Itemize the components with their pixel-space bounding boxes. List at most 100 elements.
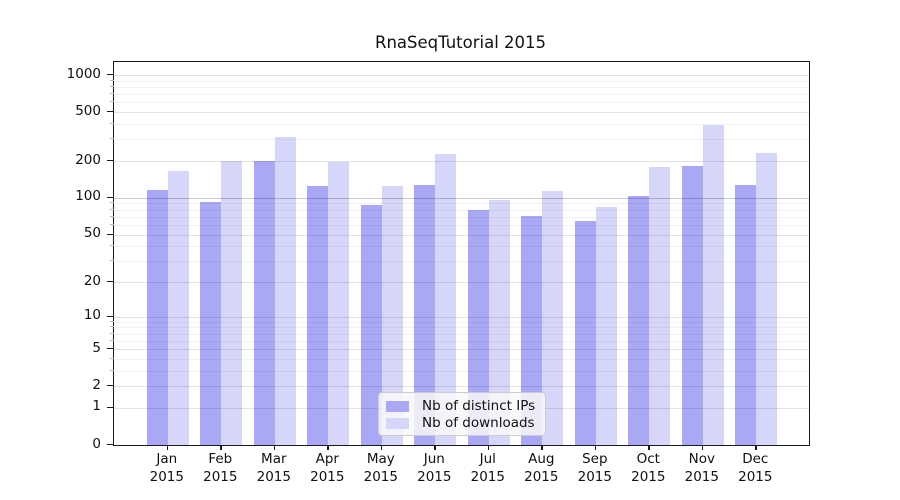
legend-swatch-distinct-ips [386, 400, 409, 412]
x-tick-label: Sep 2015 [577, 451, 612, 485]
y-axis-minor-tick [110, 138, 114, 140]
y-axis-tick [106, 196, 114, 199]
gridline-minor [114, 203, 809, 205]
y-tick-label: 20 [83, 272, 101, 289]
gridline-minor [114, 80, 809, 82]
gridline-major [114, 197, 809, 199]
gridline-minor [114, 321, 809, 323]
x-axis-tick [701, 445, 704, 450]
legend-label-distinct-ips: Nb of distinct IPs [422, 398, 536, 414]
x-axis-tick [166, 445, 169, 450]
y-axis-minor-tick [110, 320, 114, 322]
legend-item-distinct-ips: Nb of distinct IPs [386, 398, 536, 414]
gridline-minor [114, 139, 809, 141]
gridline-major [114, 316, 809, 318]
x-tick-label: May 2015 [363, 451, 398, 485]
bar-distinct-ips-aug [521, 216, 543, 445]
bar-distinct-ips-jun [414, 184, 436, 445]
y-tick-label: 10 [83, 307, 101, 324]
bar-downloads-sep [595, 207, 617, 445]
y-axis-minor-tick [110, 101, 114, 103]
bar-downloads-feb [221, 161, 243, 445]
gridline-minor [114, 333, 809, 335]
x-tick-label: Feb 2015 [203, 451, 238, 485]
gridline-minor [114, 327, 809, 329]
y-tick-label: 500 [75, 102, 101, 119]
gridline-minor [114, 216, 809, 218]
y-tick-label: 0 [92, 435, 101, 452]
y-axis-minor-tick [110, 245, 114, 247]
y-axis-tick [106, 111, 114, 113]
gridline-major [114, 234, 809, 236]
bar-downloads-jun [435, 153, 457, 445]
gridline-minor [114, 261, 809, 263]
y-axis-minor-tick [110, 79, 114, 81]
y-axis-tick [106, 233, 114, 235]
bar-distinct-ips-dec [735, 184, 757, 445]
bar-distinct-ips-oct [628, 195, 650, 445]
bar-distinct-ips-sep [574, 220, 596, 445]
y-axis-minor-tick [110, 223, 114, 225]
bar-downloads-may [381, 186, 403, 445]
y-axis-minor-tick [110, 260, 114, 262]
bar-downloads-apr [328, 161, 350, 445]
x-tick-label: Apr 2015 [310, 451, 345, 485]
bar-distinct-ips-jul [467, 210, 489, 445]
legend: Nb of distinct IPs Nb of downloads [378, 392, 546, 436]
x-axis-tick [380, 445, 383, 450]
x-axis-tick [487, 445, 490, 450]
x-tick-label: Jan 2015 [149, 451, 184, 485]
y-axis-tick [106, 315, 114, 317]
bar-downloads-mar [274, 137, 296, 445]
gridline-minor [114, 246, 809, 248]
y-tick-label: 1 [92, 398, 101, 415]
bar-downloads-oct [649, 166, 671, 445]
bar-downloads-nov [702, 125, 724, 445]
y-axis-tick [106, 74, 114, 76]
gridline-major [114, 75, 809, 76]
bar-distinct-ips-jan [146, 189, 168, 445]
bar-downloads-dec [756, 152, 778, 445]
gridline-major [114, 349, 809, 351]
y-axis-minor-tick [110, 326, 114, 328]
x-tick-label: Oct 2015 [631, 451, 666, 485]
y-axis-minor-tick [110, 215, 114, 217]
x-tick-label: Mar 2015 [256, 451, 291, 485]
x-axis-tick [273, 445, 276, 450]
gridline-minor [114, 358, 809, 360]
y-axis-tick [106, 406, 114, 409]
x-axis-tick [648, 445, 650, 450]
gridline-minor [114, 224, 809, 226]
x-tick-label: Dec 2015 [738, 451, 773, 485]
x-tick-label: Jul 2015 [470, 451, 505, 485]
bar-downloads-aug [542, 191, 564, 445]
y-tick-label: 2 [92, 376, 101, 393]
y-axis-minor-tick [110, 208, 114, 210]
y-axis-tick [106, 444, 114, 446]
gridline-minor [114, 340, 809, 342]
y-axis-minor-tick [110, 93, 114, 95]
y-axis-minor-tick [110, 332, 114, 334]
y-axis-minor-tick [110, 123, 114, 124]
gridline-minor [114, 102, 809, 104]
x-axis-tick [434, 445, 436, 450]
bar-distinct-ips-feb [200, 202, 222, 445]
x-axis-tick [220, 445, 222, 450]
x-axis-tick [327, 445, 329, 450]
y-axis-minor-tick [110, 86, 114, 87]
plot-area [113, 61, 810, 446]
legend-label-downloads: Nb of downloads [422, 415, 535, 431]
bar-distinct-ips-apr [307, 186, 329, 445]
bar-distinct-ips-may [360, 204, 382, 445]
y-axis-minor-tick [110, 369, 114, 371]
gridline-minor [114, 94, 809, 96]
bar-downloads-jan [167, 171, 189, 445]
bar-distinct-ips-nov [681, 166, 703, 445]
y-tick-label: 200 [75, 151, 101, 168]
y-axis-tick [106, 160, 114, 162]
gridline-minor [114, 209, 809, 211]
y-axis-tick [106, 281, 114, 283]
x-tick-label: Aug 2015 [524, 451, 559, 485]
gridline-minor [114, 124, 809, 125]
